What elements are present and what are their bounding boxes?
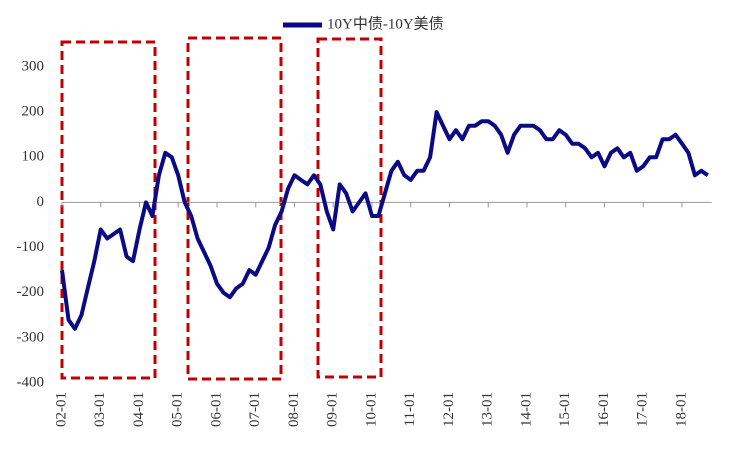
x-tick-label: 16-01 [596,392,612,427]
y-tick-label: 300 [22,58,45,74]
x-tick-label: 15-01 [557,392,573,427]
x-tick-label: 18-01 [673,392,689,427]
x-tick-label: 05-01 [170,392,186,427]
x-tick-label: 06-01 [208,392,224,427]
x-tick-label: 14-01 [518,392,534,427]
x-tick-label: 17-01 [635,392,651,427]
series-line [60,110,709,331]
legend-label: 10Y中债-10Y美债 [327,15,444,32]
x-tick-label: 08-01 [286,392,302,427]
x-tick-label: 03-01 [92,392,108,427]
x-tick-label: 12-01 [441,392,457,427]
highlight-box [186,36,283,381]
y-tick-label: -200 [17,284,45,300]
x-tick-label: 04-01 [131,392,147,427]
x-tick-label: 10-01 [363,392,379,427]
x-tick-label: 13-01 [480,392,496,427]
y-tick-label: -300 [17,329,45,345]
x-tick-label: 02-01 [53,392,69,427]
y-tick-label: -100 [17,239,45,255]
x-tick-label: 09-01 [325,392,341,427]
y-tick-label: 200 [22,104,45,120]
y-tick-label: -400 [17,374,45,390]
x-tick-label: 11-01 [402,392,418,426]
y-tick-label: 100 [22,149,45,165]
y-tick-label: 0 [37,194,45,210]
x-tick-label: 07-01 [247,392,263,427]
